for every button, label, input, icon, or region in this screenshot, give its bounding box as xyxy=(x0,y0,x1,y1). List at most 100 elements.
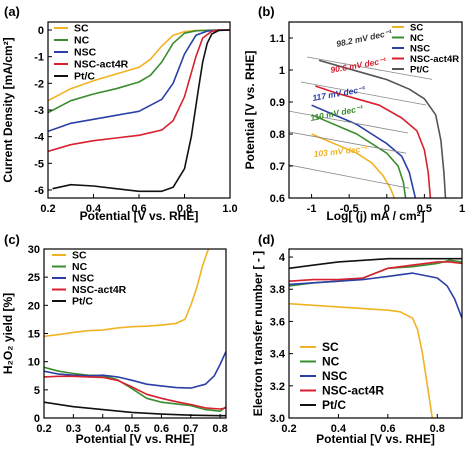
series-line-nsc xyxy=(289,272,462,319)
y-axis-label: Electron transfer number [ - ] xyxy=(251,251,265,416)
x-tick-label: 0.2 xyxy=(281,423,296,435)
legend-label: NC xyxy=(74,35,90,47)
legend-label: NC xyxy=(72,261,88,273)
series-group xyxy=(289,257,462,418)
panel-label: (d) xyxy=(258,232,275,247)
legend-label: NSC-act4R xyxy=(410,54,459,65)
legend-label: Pt/C xyxy=(410,64,429,75)
legend-label: SC xyxy=(72,250,87,262)
legend-label: NSC-act4R xyxy=(72,284,127,296)
y-tick-label: 0 xyxy=(34,413,40,425)
y-tick-label: 3.0 xyxy=(270,413,285,425)
series-group xyxy=(44,249,226,417)
series-line-nsc-act4r xyxy=(44,375,226,410)
y-tick-label: -1 xyxy=(34,52,44,64)
y-tick-label: -4 xyxy=(34,132,45,144)
legend-label: Pt/C xyxy=(72,296,93,308)
x-tick-label: 0 xyxy=(384,203,390,215)
series-line-nsc-act4r xyxy=(48,29,230,153)
legend-label: NSC-act4R xyxy=(74,59,129,71)
y-tick-label: 0.7 xyxy=(270,161,285,173)
y-tick-label: 30 xyxy=(28,244,40,256)
panel-3: (c) 0.2 0.3 0.4 0.5 0.6 0.7 0.8 0 5 10 15 20 25 30 Pote… xyxy=(1,232,228,446)
x-tick-label: 0.8 xyxy=(430,423,445,435)
y-tick-label: 0.6 xyxy=(270,193,285,205)
legend-label: Pt/C xyxy=(74,71,95,83)
panel-label: (a) xyxy=(4,4,20,19)
tafel-fit-line xyxy=(289,131,407,154)
x-tick-label: 1.0 xyxy=(222,203,237,215)
series-line-nsc-act4r xyxy=(289,261,462,282)
series-line-pt-c xyxy=(44,401,226,417)
tafel-slope-label: 117 mV dec⁻¹ xyxy=(312,84,367,103)
x-tick-label: 1 xyxy=(459,203,465,215)
y-tick-label: 10 xyxy=(28,357,40,369)
y-tick-label: -5 xyxy=(34,158,44,170)
series-line-nsc xyxy=(48,29,230,133)
x-tick-label: -0.5 xyxy=(340,203,359,215)
tafel-slope-label: 98.2 mV dec⁻¹ xyxy=(335,27,392,49)
legend-label: SC xyxy=(410,22,423,33)
series-group xyxy=(289,56,447,198)
legend-label: NC xyxy=(410,33,424,44)
y-axis-label: Potential [V vs. RHE] xyxy=(243,51,257,170)
tafel-fit-line xyxy=(289,164,410,189)
x-tick-label: 0.2 xyxy=(36,423,51,435)
x-axis-label: Log[ (j) mA / cm²] xyxy=(326,209,424,223)
x-tick-label: 0.4 xyxy=(95,423,111,435)
legend-label: Pt/C xyxy=(322,398,346,412)
y-tick-label: 3.2 xyxy=(270,381,285,393)
y-tick-label: 4 xyxy=(279,252,286,264)
x-axis-label: Potential [V vs. RHE] xyxy=(80,209,199,223)
y-tick-label: 0 xyxy=(38,25,44,37)
series-line-pt-c xyxy=(318,59,447,198)
series-group xyxy=(48,29,230,193)
y-axis-label: Current Density [mA/cm²] xyxy=(1,37,15,182)
tafel-slope-label: 103 mV dec⁻¹ xyxy=(313,143,368,159)
y-tick-label: 5 xyxy=(34,385,40,397)
y-tick-label: -6 xyxy=(34,185,44,197)
y-tick-label: 0.9 xyxy=(270,97,285,109)
y-tick-label: -2 xyxy=(34,78,44,90)
panel-1: (a) 0.2 0.4 0.6 0.8 1.0 0 -1 -2 -3 -4 -5 -6 Potential… xyxy=(1,4,238,223)
x-tick-label: -1 xyxy=(307,203,317,215)
x-tick-label: 0.5 xyxy=(124,423,139,435)
y-tick-label: 3.4 xyxy=(270,349,286,361)
series-line-pt-c xyxy=(289,257,462,270)
legend-label: NSC xyxy=(322,369,348,383)
legend-label: NSC xyxy=(72,273,95,285)
x-tick-label: 0.7 xyxy=(183,423,198,435)
legend-label: SC xyxy=(74,23,89,35)
legend-label: SC xyxy=(322,340,339,354)
y-tick-label: 20 xyxy=(28,300,40,312)
y-tick-label: 0.8 xyxy=(270,129,285,141)
series-line-sc xyxy=(44,249,210,338)
legend-label: NSC-act4R xyxy=(322,384,384,398)
legend-label: NC xyxy=(322,355,340,369)
series-line-pt-c xyxy=(52,29,230,193)
x-tick-label: 0.2 xyxy=(40,203,55,215)
y-tick-label: 15 xyxy=(28,329,40,341)
x-tick-label: 0.8 xyxy=(177,203,192,215)
series-line-sc xyxy=(311,133,396,198)
y-tick-label: 25 xyxy=(28,272,40,284)
series-line-nsc-act4r xyxy=(315,85,432,198)
series-line-nsc xyxy=(44,351,226,389)
legend-label: NSC xyxy=(410,43,430,54)
series-line-sc xyxy=(289,302,434,418)
y-tick-label: 3.6 xyxy=(270,316,285,328)
series-line-nc xyxy=(44,366,226,413)
tafel-fit-line xyxy=(306,56,433,80)
x-tick-label: 0.8 xyxy=(212,423,227,435)
x-axis-label: Potential [V vs. RHE] xyxy=(316,432,435,446)
y-tick-label: 3.8 xyxy=(270,284,285,296)
y-tick-label: 1 xyxy=(279,65,285,77)
x-tick-label: 0.5 xyxy=(417,203,432,215)
series-line-nc xyxy=(311,114,407,198)
